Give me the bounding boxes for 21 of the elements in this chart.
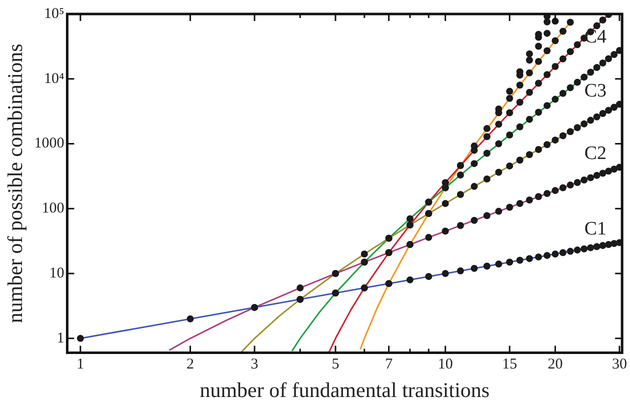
x-tick-label: 10	[438, 356, 453, 373]
x-tick-label: 30	[612, 356, 627, 373]
y-tick-label: 1	[56, 330, 64, 346]
y-tick-label: 10⁴	[44, 70, 64, 87]
x-tick-label: 2	[186, 356, 194, 373]
series-label: C4	[584, 26, 608, 48]
x-tick-label: 7	[385, 356, 394, 373]
x-tick-label: 20	[548, 356, 563, 373]
x-axis-title: number of fundamental transitions	[200, 378, 490, 402]
x-tick-label: 5	[332, 356, 340, 373]
series-label: C3	[584, 80, 607, 102]
x-tick-label: 3	[250, 356, 258, 373]
y-tick-label: 1000	[34, 136, 64, 152]
y-tick-label: 10⁵	[44, 6, 64, 22]
series-label: C1	[584, 218, 607, 240]
y-tick-label: 10	[49, 265, 64, 282]
y-tick-label: 100	[42, 200, 64, 217]
x-tick-label: 15	[502, 356, 518, 373]
x-tick-label: 1	[76, 356, 84, 373]
y-axis-title: number of possible combinations	[3, 44, 28, 324]
series-label: C2	[584, 143, 607, 164]
